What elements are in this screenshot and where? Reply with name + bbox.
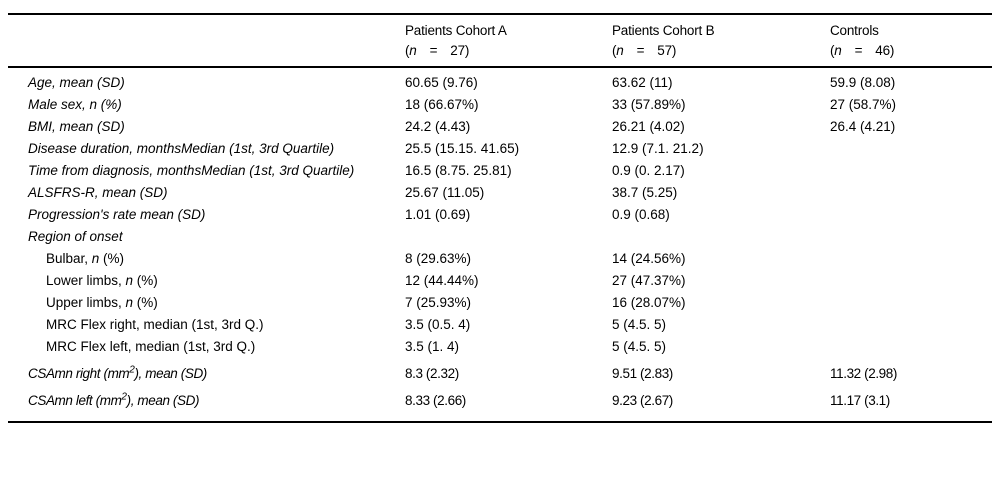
cell-cohort-b: 0.9 (0.68) <box>612 207 670 222</box>
column-sample-size: (n = 27) <box>405 43 470 58</box>
cell-cohort-b: 5 (4.5. 5) <box>612 339 667 354</box>
table-row-region-of-onset: Region of onset <box>8 226 992 248</box>
cell-controls <box>830 226 992 248</box>
cell-controls <box>830 204 992 226</box>
cell-cohort-b: 33 (57.89%) <box>612 97 686 112</box>
cell-controls: 11.32 (2.98) <box>830 366 897 381</box>
row-label: Age, mean (SD) <box>28 75 125 90</box>
cell-controls <box>830 160 992 182</box>
row-label: Male sex, n (%) <box>28 97 122 112</box>
cell-cohort-a: 18 (66.67%) <box>405 97 479 112</box>
table-row-age: Age, mean (SD) 60.65 (9.76) 63.62 (11) 5… <box>8 67 992 94</box>
cell-cohort-b: 63.62 (11) <box>612 75 673 90</box>
row-label: Bulbar, n (%) <box>46 251 125 266</box>
cell-cohort-a: 3.5 (1. 4) <box>405 339 460 354</box>
row-label: BMI, mean (SD) <box>28 119 125 134</box>
cell-cohort-a: 25.67 (11.05) <box>405 185 485 200</box>
column-sample-size: (n = 46) <box>830 43 895 58</box>
row-label: Lower limbs, n (%) <box>46 273 158 288</box>
cell-cohort-a: 25.5 (15.15. 41.65) <box>405 141 520 156</box>
row-label: CSAmn right (mm2), mean (SD) <box>28 364 207 381</box>
table-row-bulbar: Bulbar, n (%) 8 (29.63%) 14 (24.56%) <box>8 248 992 270</box>
cell-controls <box>830 292 992 314</box>
row-label: Disease duration, monthsMedian (1st, 3rd… <box>28 141 335 156</box>
row-label: Progression's rate mean (SD) <box>28 207 206 222</box>
cell-cohort-a: 1.01 (0.69) <box>405 207 471 222</box>
row-label: Upper limbs, n (%) <box>46 295 158 310</box>
cell-cohort-b: 9.23 (2.67) <box>612 393 673 408</box>
column-header-cohort-b: Patients Cohort B (n = 57) <box>612 14 830 68</box>
table-row-alsfrs-r: ALSFRS-R, mean (SD) 25.67 (11.05) 38.7 (… <box>8 182 992 204</box>
column-sample-size: (n = 57) <box>612 43 677 58</box>
column-title: Patients Cohort A <box>405 23 507 38</box>
cell-cohort-b: 9.51 (2.83) <box>612 366 673 381</box>
table-row-time-from-diagnosis: Time from diagnosis, monthsMedian (1st, … <box>8 160 992 182</box>
cell-cohort-b: 27 (47.37%) <box>612 273 686 288</box>
table-row-csamn-left: CSAmn left (mm2), mean (SD) 8.33 (2.66) … <box>8 385 992 422</box>
row-label: MRC Flex left, median (1st, 3rd Q.) <box>46 339 256 354</box>
column-title: Controls <box>830 23 879 38</box>
cell-controls: 27 (58.7%) <box>830 97 897 112</box>
cell-controls <box>830 138 992 160</box>
table-row-male-sex: Male sex, n (%) 18 (66.67%) 33 (57.89%) … <box>8 94 992 116</box>
table-row-csamn-right: CSAmn right (mm2), mean (SD) 8.3 (2.32) … <box>8 358 992 385</box>
column-header-cohort-a: Patients Cohort A (n = 27) <box>405 14 612 68</box>
header-row: Patients Cohort A (n = 27) Patients Cohort… <box>8 14 992 68</box>
column-header-controls: Controls (n = 46) <box>830 14 992 68</box>
row-label: CSAmn left (mm2), mean (SD) <box>28 391 200 408</box>
cell-controls <box>830 314 992 336</box>
row-label: MRC Flex right, median (1st, 3rd Q.) <box>46 317 264 332</box>
cell-controls: 59.9 (8.08) <box>830 75 896 90</box>
cell-cohort-a: 8 (29.63%) <box>405 251 472 266</box>
cell-cohort-a <box>405 226 612 248</box>
column-title: Patients Cohort B <box>612 23 715 38</box>
cell-controls <box>830 336 992 358</box>
cell-cohort-b <box>612 226 830 248</box>
row-label: Time from diagnosis, monthsMedian (1st, … <box>28 163 355 178</box>
cell-cohort-b: 14 (24.56%) <box>612 251 686 266</box>
demographics-table: Patients Cohort A (n = 27) Patients Cohort… <box>8 13 992 423</box>
table-row-disease-duration: Disease duration, monthsMedian (1st, 3rd… <box>8 138 992 160</box>
cell-controls <box>830 270 992 292</box>
cell-cohort-b: 16 (28.07%) <box>612 295 686 310</box>
cell-cohort-a: 16.5 (8.75. 25.81) <box>405 163 512 178</box>
cell-cohort-a: 12 (44.44%) <box>405 273 479 288</box>
row-label: Region of onset <box>28 229 123 244</box>
cell-cohort-b: 26.21 (4.02) <box>612 119 685 134</box>
cell-cohort-a: 8.3 (2.32) <box>405 366 459 381</box>
column-header-empty <box>8 14 405 68</box>
table-row-mrc-flex-left: MRC Flex left, median (1st, 3rd Q.) 3.5 … <box>8 336 992 358</box>
cell-cohort-b: 38.7 (5.25) <box>612 185 678 200</box>
table-row-upper-limbs: Upper limbs, n (%) 7 (25.93%) 16 (28.07%… <box>8 292 992 314</box>
cell-cohort-a: 24.2 (4.43) <box>405 119 471 134</box>
cell-cohort-a: 3.5 (0.5. 4) <box>405 317 471 332</box>
cell-controls <box>830 182 992 204</box>
table-row-bmi: BMI, mean (SD) 24.2 (4.43) 26.21 (4.02) … <box>8 116 992 138</box>
table-row-lower-limbs: Lower limbs, n (%) 12 (44.44%) 27 (47.37… <box>8 270 992 292</box>
cell-cohort-b: 5 (4.5. 5) <box>612 317 667 332</box>
cell-controls: 26.4 (4.21) <box>830 119 896 134</box>
cell-cohort-b: 12.9 (7.1. 21.2) <box>612 141 704 156</box>
cell-controls: 11.17 (3.1) <box>830 393 890 408</box>
row-label: ALSFRS-R, mean (SD) <box>28 185 168 200</box>
table-row-progression-rate: Progression's rate mean (SD) 1.01 (0.69)… <box>8 204 992 226</box>
cell-cohort-b: 0.9 (0. 2.17) <box>612 163 685 178</box>
cell-controls <box>830 248 992 270</box>
cell-cohort-a: 60.65 (9.76) <box>405 75 478 90</box>
table-row-mrc-flex-right: MRC Flex right, median (1st, 3rd Q.) 3.5… <box>8 314 992 336</box>
cell-cohort-a: 7 (25.93%) <box>405 295 472 310</box>
demographics-table-container: Patients Cohort A (n = 27) Patients Cohort… <box>8 13 992 423</box>
cell-cohort-a: 8.33 (2.66) <box>405 393 466 408</box>
